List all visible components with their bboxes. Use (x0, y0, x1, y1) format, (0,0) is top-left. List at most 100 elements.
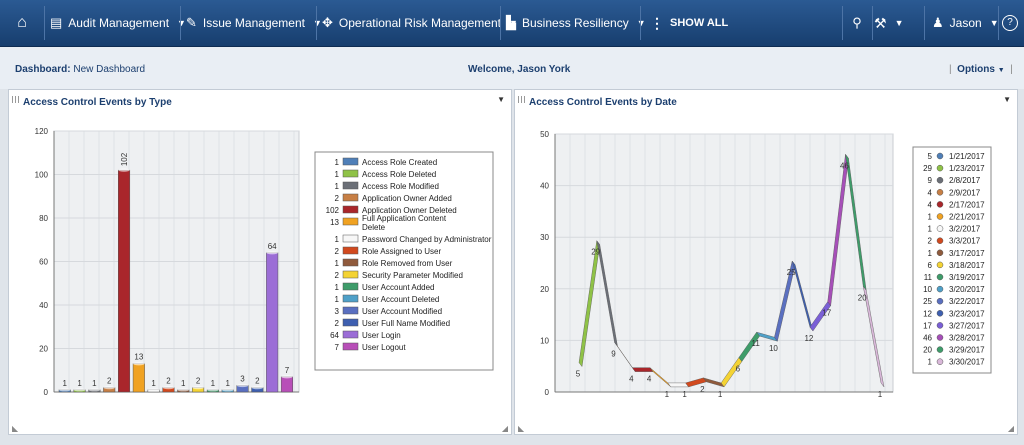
legend-label: 3/28/2017 (949, 334, 985, 343)
bar (118, 169, 131, 393)
data-label: 2 (166, 377, 171, 386)
legend-value: 20 (923, 346, 932, 355)
bar-cap (281, 375, 293, 379)
options-menu[interactable]: | Options ▼ | (949, 64, 1013, 75)
legend-marker (936, 285, 944, 293)
dashboard-name[interactable]: New Dashboard (73, 64, 146, 75)
legend-marker (936, 201, 944, 208)
wrench-icon: ✎ (186, 15, 197, 30)
legend-value: 12 (923, 309, 932, 318)
legend-value: 1 (928, 358, 933, 367)
legend-label: User Account Deleted (362, 295, 439, 304)
legend-label: 3/17/2017 (949, 249, 985, 258)
legend-value: 102 (326, 206, 340, 215)
y-tick-label: 30 (540, 233, 549, 242)
data-label: 6 (736, 365, 741, 374)
data-label: 13 (134, 353, 143, 362)
legend-swatch (342, 157, 359, 166)
y-tick-label: 80 (39, 214, 48, 223)
legend-label: 2/17/2017 (949, 200, 985, 209)
legend-label: Role Assigned to User (362, 247, 441, 256)
legend-label: 3/3/2017 (949, 237, 981, 246)
legend-value: 1 (335, 182, 340, 191)
panel-events-by-type: Access Control Events by Type ▼ 0 20 40 60 8… (8, 89, 512, 435)
data-label: 64 (268, 242, 277, 251)
legend-value: 10 (923, 285, 932, 294)
resize-handle-icon[interactable]: ◢ (1007, 424, 1014, 433)
legend-swatch (342, 217, 359, 226)
data-label: 29 (591, 248, 600, 257)
legend-label: 3/18/2017 (949, 261, 985, 270)
plot-area (554, 133, 894, 393)
options-label: Options (957, 64, 995, 75)
legend-value: 1 (335, 158, 340, 167)
legend-marker (936, 346, 944, 353)
nav-audit-management[interactable]: ▤ Audit Management ▼ (50, 0, 186, 46)
y-tick-label: 10 (540, 336, 549, 345)
legend-value: 29 (923, 164, 932, 173)
legend-value: 17 (923, 321, 932, 330)
legend-swatch (342, 181, 359, 190)
legend-value: 2 (335, 247, 340, 256)
legend-value: 1 (928, 213, 933, 222)
tools-button[interactable]: ⚒ ▼ (874, 0, 903, 46)
data-label: 1 (211, 379, 216, 388)
legend-value: 1 (335, 295, 340, 304)
welcome-text: Welcome, Jason York (468, 64, 571, 75)
show-all-button[interactable]: ⋮ SHOW ALL (650, 0, 728, 46)
legend-swatch (342, 205, 359, 214)
compass-icon: ✥ (322, 15, 333, 30)
data-label: 1 (225, 379, 230, 388)
home-button[interactable]: ⌂ (0, 0, 44, 46)
legend-label: Access Role Deleted (362, 170, 436, 179)
legend-label: 3/27/2017 (949, 321, 985, 330)
user-icon: ♟ (932, 15, 944, 30)
y-tick-label: 40 (540, 182, 549, 191)
resize-handle-icon[interactable]: ◣ (12, 424, 19, 433)
legend-swatch (342, 246, 359, 255)
panel-title: Access Control Events by Type (23, 97, 172, 108)
chevron-down-icon: ▼ (997, 67, 1005, 74)
nav-issue-management[interactable]: ✎ Issue Management ▼ (186, 0, 322, 46)
legend-label: Full Application Content (362, 214, 447, 223)
y-tick-label: 40 (39, 301, 48, 310)
resize-handle-icon[interactable]: ◣ (518, 424, 525, 433)
legend-value: 6 (928, 261, 933, 270)
legend-value: 2 (335, 194, 340, 203)
legend-value: 1 (928, 225, 933, 234)
data-label: 3 (240, 374, 245, 383)
panel-menu-icon[interactable]: ▼ (1003, 95, 1011, 104)
nav-operational-risk-management[interactable]: ✥ Operational Risk Management ▼ (322, 0, 518, 46)
legend-marker (936, 261, 944, 269)
resize-handle-icon[interactable]: ◢ (501, 424, 508, 433)
legend-swatch (342, 330, 359, 339)
legend-marker (936, 334, 944, 341)
y-tick-label: 20 (39, 345, 48, 354)
search-button[interactable]: ⚲ (842, 0, 872, 46)
user-name: Jason (949, 16, 982, 30)
user-menu[interactable]: ♟ Jason ▼ (932, 0, 999, 46)
y-tick-label: 0 (44, 388, 49, 397)
data-label: 5 (576, 370, 581, 379)
nav-business-resiliency[interactable]: ▙ Business Resiliency ▼ (506, 0, 646, 46)
help-icon: ? (1002, 15, 1018, 31)
legend-label: Password Changed by Administrator (362, 235, 492, 244)
data-label: 25 (787, 268, 796, 277)
data-label: 1 (682, 390, 687, 399)
help-button[interactable]: ? (1002, 0, 1018, 46)
legend-label: Security Parameter Modified (362, 271, 463, 280)
bar-cap (162, 386, 175, 390)
panel-menu-icon[interactable]: ▼ (497, 95, 505, 104)
legend-label: 3/2/2017 (949, 225, 981, 234)
chevron-down-icon: ▼ (636, 18, 646, 28)
legend-label: 1/21/2017 (949, 152, 985, 161)
bar-cap (266, 251, 278, 255)
legend-label: 3/20/2017 (949, 285, 985, 294)
data-label: 1 (63, 379, 68, 388)
bar-cap (133, 362, 145, 366)
drag-handle-icon[interactable] (12, 96, 21, 103)
document-icon: ▤ (50, 15, 63, 30)
drag-handle-icon[interactable] (518, 96, 527, 103)
bar-cap (207, 388, 219, 392)
